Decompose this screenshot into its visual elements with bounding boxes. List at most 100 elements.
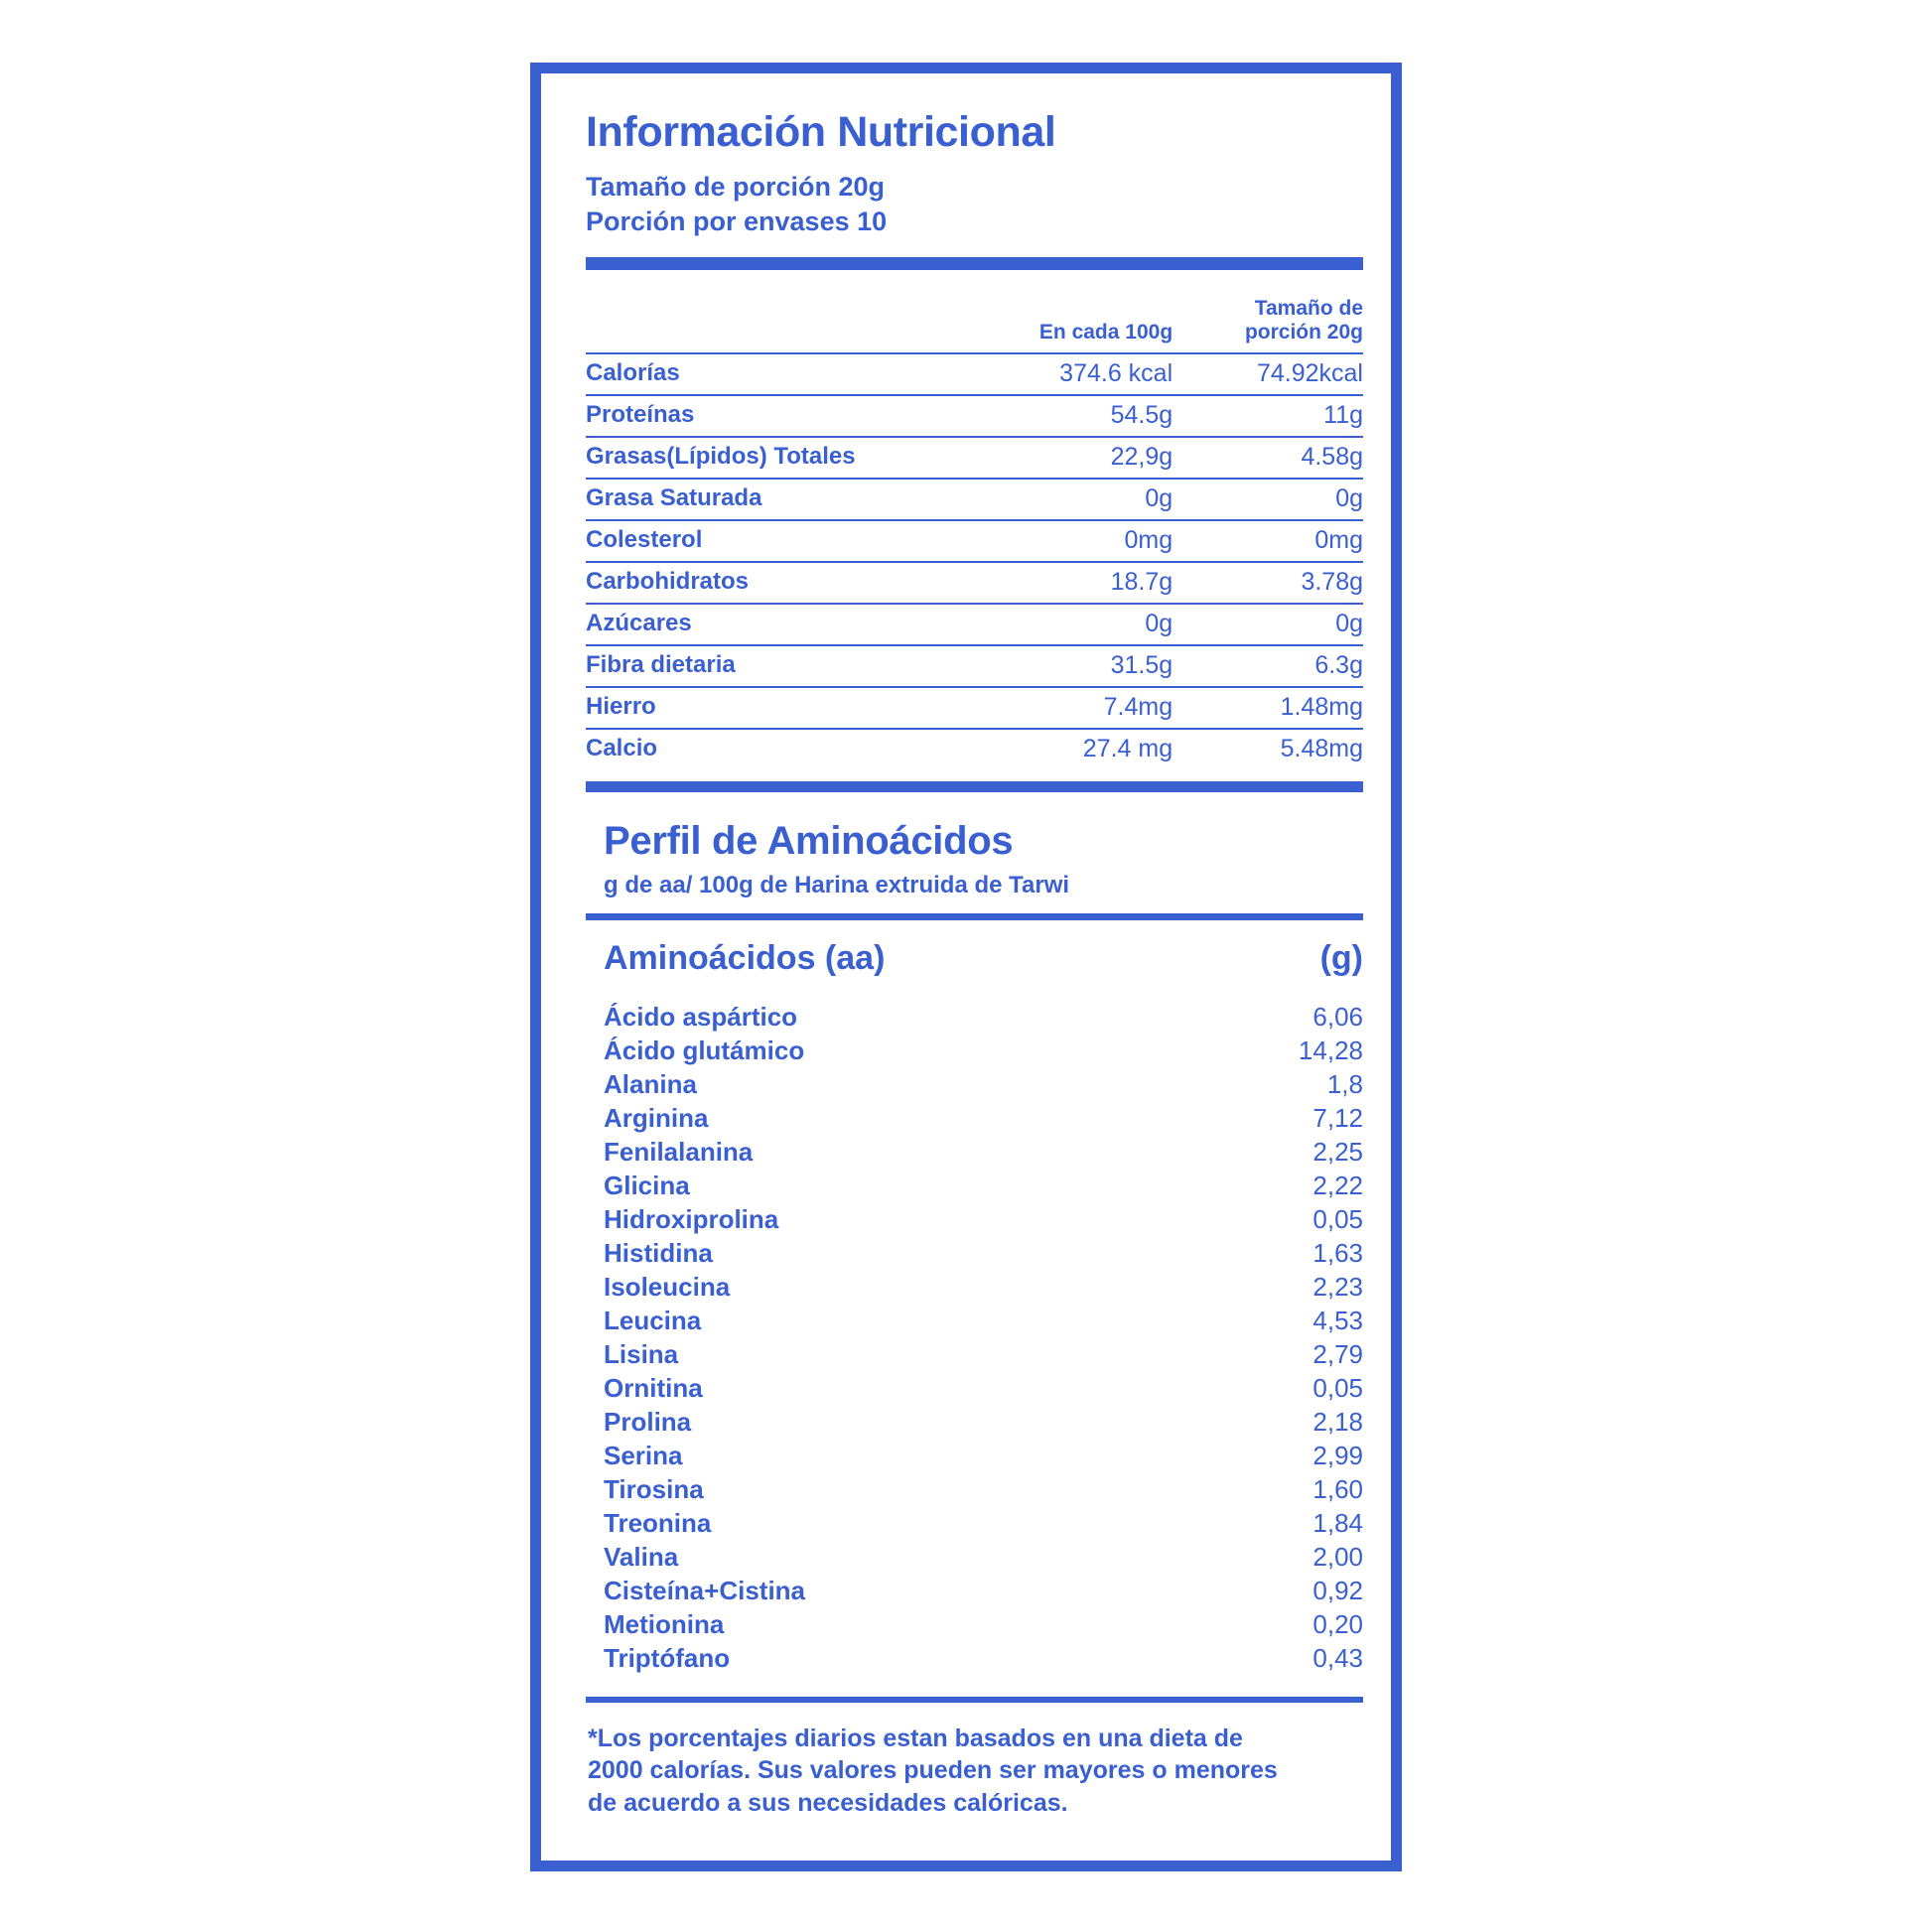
nutrient-value-per-100g: 0g xyxy=(931,602,1173,645)
nutrient-name: Carbohidratos xyxy=(586,560,932,604)
amino-header-unit: (g) xyxy=(1319,938,1363,977)
nutrition-table-body: Calorías 374.6 kcal 74.92kcal Proteínas 54.5… xyxy=(586,351,1363,769)
amino-section-title: Perfil de Aminoácidos xyxy=(604,818,1014,863)
amino-acid-value: 0,05 xyxy=(1312,1203,1363,1234)
amino-acid-name: Tirosina xyxy=(604,1473,704,1504)
footnote-line-1: *Los porcentajes diarios estan basados e… xyxy=(588,1724,1243,1752)
serving-size-line: Tamaño de porción 20g xyxy=(586,172,886,202)
nutrient-name: Grasas(Lípidos) Totales xyxy=(586,435,932,479)
nutrition-facts-table: En cada 100g Tamaño de porción 20g Calor… xyxy=(586,297,1363,769)
table-row: Arginina 7,12 xyxy=(586,1101,1363,1135)
amino-acid-value: 0,92 xyxy=(1312,1575,1363,1605)
table-row: Isoleucina 2,23 xyxy=(586,1270,1363,1304)
table-row: Serina 2,99 xyxy=(586,1439,1363,1472)
nutrient-value-per-100g: 31.5g xyxy=(931,643,1173,687)
table-row: Glicina 2,22 xyxy=(586,1169,1363,1202)
amino-acid-name: Arginina xyxy=(604,1102,709,1133)
nutrient-value-per-100g: 18.7g xyxy=(931,560,1173,604)
amino-acid-name: Ácido glutámico xyxy=(604,1035,805,1065)
amino-acid-name: Histidina xyxy=(604,1237,713,1268)
amino-table-body: Ácido aspártico 6,06 Ácido glutámico 14,28 A… xyxy=(586,1000,1363,1675)
nutrition-header-blank xyxy=(586,297,931,353)
table-row: Colesterol 0mg 0mg xyxy=(586,518,1363,562)
amino-acid-name: Prolina xyxy=(604,1406,692,1437)
amino-acid-value: 0,20 xyxy=(1312,1608,1363,1639)
nutrient-value-per-serving: 0g xyxy=(1173,602,1363,645)
nutrition-label-content: Información Nutricional Tamaño de porció… xyxy=(586,111,1363,1841)
nutrient-value-per-100g: 27.4 mg xyxy=(931,727,1173,769)
nutrient-name: Grasa Saturada xyxy=(586,477,932,520)
table-row: Carbohidratos 18.7g 3.78g xyxy=(586,560,1363,604)
header-divider-thick xyxy=(586,257,1363,271)
nutrient-value-per-serving: 0g xyxy=(1173,477,1363,520)
table-row: Lisina 2,79 xyxy=(586,1337,1363,1371)
table-row: Alanina 1,8 xyxy=(586,1067,1363,1101)
table-row: Hierro 7.4mg 1.48mg xyxy=(586,685,1363,729)
nutrient-name: Azúcares xyxy=(586,602,932,645)
nutrient-name: Colesterol xyxy=(586,518,932,562)
table-row: Prolina 2,18 xyxy=(586,1405,1363,1439)
amino-acid-value: 2,23 xyxy=(1312,1271,1363,1302)
nutrient-value-per-100g: 7.4mg xyxy=(931,685,1173,729)
nutrition-table-wrapper: En cada 100g Tamaño de porción 20g Calor… xyxy=(586,297,1363,769)
amino-acid-value: 0,05 xyxy=(1312,1372,1363,1403)
per-serving-header-line1: Tamaño de xyxy=(1254,297,1363,321)
nutrient-value-per-100g: 22,9g xyxy=(931,435,1173,479)
nutrition-header-per-serving: Tamaño de porción 20g xyxy=(1173,297,1363,353)
table-row: Tirosina 1,60 xyxy=(586,1472,1363,1506)
amino-acid-name: Treonina xyxy=(604,1507,712,1538)
table-row: Calcio 27.4 mg 5.48mg xyxy=(586,727,1363,769)
nutrition-table-head: En cada 100g Tamaño de porción 20g xyxy=(586,297,1363,353)
amino-acid-name: Glicina xyxy=(604,1170,690,1200)
amino-acid-name: Isoleucina xyxy=(604,1271,731,1302)
amino-acid-name: Cisteína+Cistina xyxy=(604,1575,806,1605)
amino-acid-value: 2,22 xyxy=(1312,1170,1363,1200)
table-row: Valina 2,00 xyxy=(586,1540,1363,1574)
table-row: Azúcares 0g 0g xyxy=(586,602,1363,645)
page-title: Información Nutricional xyxy=(586,108,1056,156)
amino-section-subtitle: g de aa/ 100g de Harina extruida de Tarw… xyxy=(604,871,1070,898)
nutrient-name: Calorías xyxy=(586,351,932,395)
servings-per-container-line: Porción por envases 10 xyxy=(586,206,888,236)
amino-acid-name: Alanina xyxy=(604,1068,697,1099)
amino-acid-name: Ornitina xyxy=(604,1372,703,1403)
nutrient-value-per-100g: 54.5g xyxy=(931,393,1173,437)
nutrient-value-per-serving: 4.58g xyxy=(1173,435,1363,479)
nutrient-value-per-serving: 0mg xyxy=(1173,518,1363,562)
amino-acid-value: 4,53 xyxy=(1312,1305,1363,1335)
amino-acid-value: 0,43 xyxy=(1312,1642,1363,1673)
table-row: Fibra dietaria 31.5g 6.3g xyxy=(586,643,1363,687)
table-row: Grasas(Lípidos) Totales 22,9g 4.58g xyxy=(586,435,1363,479)
amino-acid-name: Lisina xyxy=(604,1338,679,1369)
amino-acid-value: 2,79 xyxy=(1312,1338,1363,1369)
nutrient-value-per-100g: 0mg xyxy=(931,518,1173,562)
amino-acid-section: Perfil de Aminoácidos g de aa/ 100g de H… xyxy=(586,821,1363,1675)
nutrient-value-per-serving: 11g xyxy=(1173,393,1363,437)
nutrient-name: Proteínas xyxy=(586,393,932,437)
footnote-line-2: 2000 calorías. Sus valores pueden ser ma… xyxy=(588,1756,1278,1785)
nutrition-label-panel: Información Nutricional Tamaño de porció… xyxy=(530,63,1402,1871)
per-serving-header-line2: porción 20g xyxy=(1244,321,1363,345)
amino-acid-value: 2,25 xyxy=(1312,1136,1363,1167)
table-row: Calorías 374.6 kcal 74.92kcal xyxy=(586,351,1363,395)
amino-acid-table: Aminoácidos (aa) (g) Ácido aspártico 6,06… xyxy=(586,920,1363,1675)
nutrient-name: Fibra dietaria xyxy=(586,643,932,687)
table-row: Ácido glutámico 14,28 xyxy=(586,1034,1363,1067)
table-row: Ácido aspártico 6,06 xyxy=(586,1000,1363,1034)
nutrient-name: Calcio xyxy=(586,727,932,769)
nutrition-bottom-divider xyxy=(586,780,1363,792)
table-row: Treonina 1,84 xyxy=(586,1506,1363,1540)
amino-acid-value: 1,63 xyxy=(1312,1237,1363,1268)
amino-acid-value: 2,99 xyxy=(1312,1440,1363,1470)
amino-acid-name: Leucina xyxy=(604,1305,702,1335)
amino-acid-value: 2,00 xyxy=(1312,1541,1363,1572)
footnote-divider xyxy=(586,1696,1363,1703)
footnote-text: *Los porcentajes diarios estan basados e… xyxy=(588,1723,1363,1820)
table-row: Ornitina 0,05 xyxy=(586,1371,1363,1405)
nutrient-value-per-100g: 0g xyxy=(931,477,1173,520)
amino-table-head: Aminoácidos (aa) (g) xyxy=(586,920,1363,1000)
nutrient-value-per-100g: 374.6 kcal xyxy=(931,351,1173,395)
table-row: Histidina 1,63 xyxy=(586,1236,1363,1270)
table-row: Leucina 4,53 xyxy=(586,1304,1363,1337)
amino-acid-value: 1,84 xyxy=(1312,1507,1363,1538)
